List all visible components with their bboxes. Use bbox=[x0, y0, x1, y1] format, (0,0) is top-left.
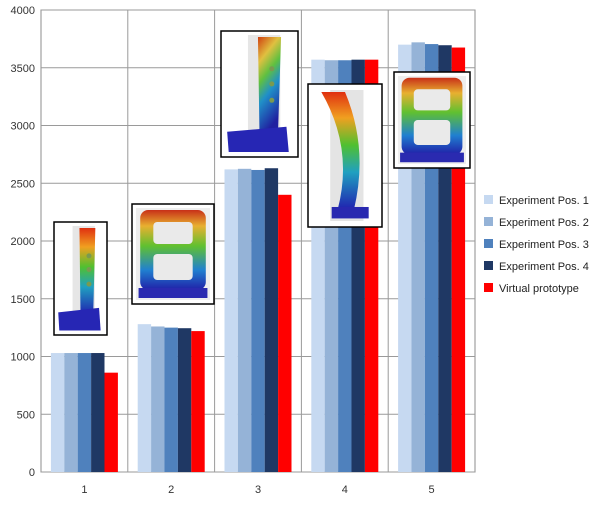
bar-3-cat-1 bbox=[77, 353, 92, 472]
y-tick-label: 1500 bbox=[11, 294, 35, 306]
hole-shape bbox=[86, 281, 92, 287]
bar-1-cat-2 bbox=[137, 324, 152, 472]
bar-4-cat-3 bbox=[264, 168, 279, 473]
bracket-base-shape bbox=[58, 307, 101, 331]
frame-opening-shape bbox=[413, 89, 451, 111]
fea-frame-simulation-image bbox=[393, 71, 471, 169]
x-tick-label: 1 bbox=[81, 484, 87, 496]
legend-swatch bbox=[484, 239, 493, 248]
frame-opening-shape bbox=[153, 254, 193, 280]
fea-bracket-simulation-image bbox=[53, 221, 108, 336]
bar-4-cat-2 bbox=[177, 328, 192, 472]
legend-swatch bbox=[484, 217, 493, 226]
legend-label: Experiment Pos. 3 bbox=[499, 239, 589, 251]
y-tick-label: 2500 bbox=[11, 178, 35, 190]
frame-base-shape bbox=[400, 152, 464, 163]
bar-3-cat-2 bbox=[164, 327, 178, 472]
curved-arm-shape bbox=[321, 92, 360, 210]
hole-shape bbox=[86, 253, 92, 259]
bracket-base-shape bbox=[227, 126, 289, 152]
legend-swatch bbox=[484, 195, 493, 204]
legend-swatch bbox=[484, 261, 493, 270]
x-tick-label: 3 bbox=[255, 484, 261, 496]
y-tick-label: 4000 bbox=[11, 5, 35, 17]
hole-shape bbox=[269, 81, 275, 87]
x-tick-label: 2 bbox=[168, 484, 174, 496]
bracket-arm-shape bbox=[257, 37, 282, 135]
bar-2-cat-2 bbox=[151, 326, 165, 472]
legend-label: Experiment Pos. 4 bbox=[499, 261, 589, 273]
legend-label: Experiment Pos. 2 bbox=[499, 217, 589, 229]
legend-label: Virtual prototype bbox=[499, 283, 579, 295]
frame-opening-shape bbox=[153, 222, 193, 244]
hole-shape bbox=[86, 266, 92, 272]
hole-shape bbox=[269, 97, 275, 103]
y-tick-label: 3500 bbox=[11, 63, 35, 75]
x-tick-label: 4 bbox=[342, 484, 348, 496]
bar-4-cat-1 bbox=[91, 353, 105, 472]
bar-5-cat-3 bbox=[278, 194, 292, 473]
legend-label: Experiment Pos. 1 bbox=[499, 195, 589, 207]
bar-1-cat-1 bbox=[50, 353, 65, 472]
y-tick-label: 2000 bbox=[11, 236, 35, 248]
fea-frame-simulation-image bbox=[131, 203, 215, 305]
bar-2-cat-1 bbox=[64, 353, 78, 472]
fea-curved-bracket-simulation-image bbox=[307, 83, 383, 228]
frame-opening-shape bbox=[413, 120, 451, 145]
frame-base-shape bbox=[138, 288, 208, 298]
fea-bracket-simulation-image bbox=[220, 30, 299, 158]
bar-3-cat-3 bbox=[251, 169, 265, 472]
x-tick-label: 5 bbox=[429, 484, 435, 496]
legend-swatch bbox=[484, 283, 493, 292]
bar-5-cat-1 bbox=[104, 372, 118, 472]
y-tick-label: 1000 bbox=[11, 352, 35, 364]
y-tick-label: 0 bbox=[29, 467, 35, 479]
bar-1-cat-3 bbox=[224, 169, 238, 472]
bar-5-cat-2 bbox=[191, 331, 205, 472]
y-tick-label: 3000 bbox=[11, 121, 35, 133]
curved-base-shape bbox=[331, 206, 369, 219]
bar-2-cat-3 bbox=[237, 168, 252, 472]
y-tick-label: 500 bbox=[17, 409, 35, 421]
hole-shape bbox=[269, 66, 275, 72]
